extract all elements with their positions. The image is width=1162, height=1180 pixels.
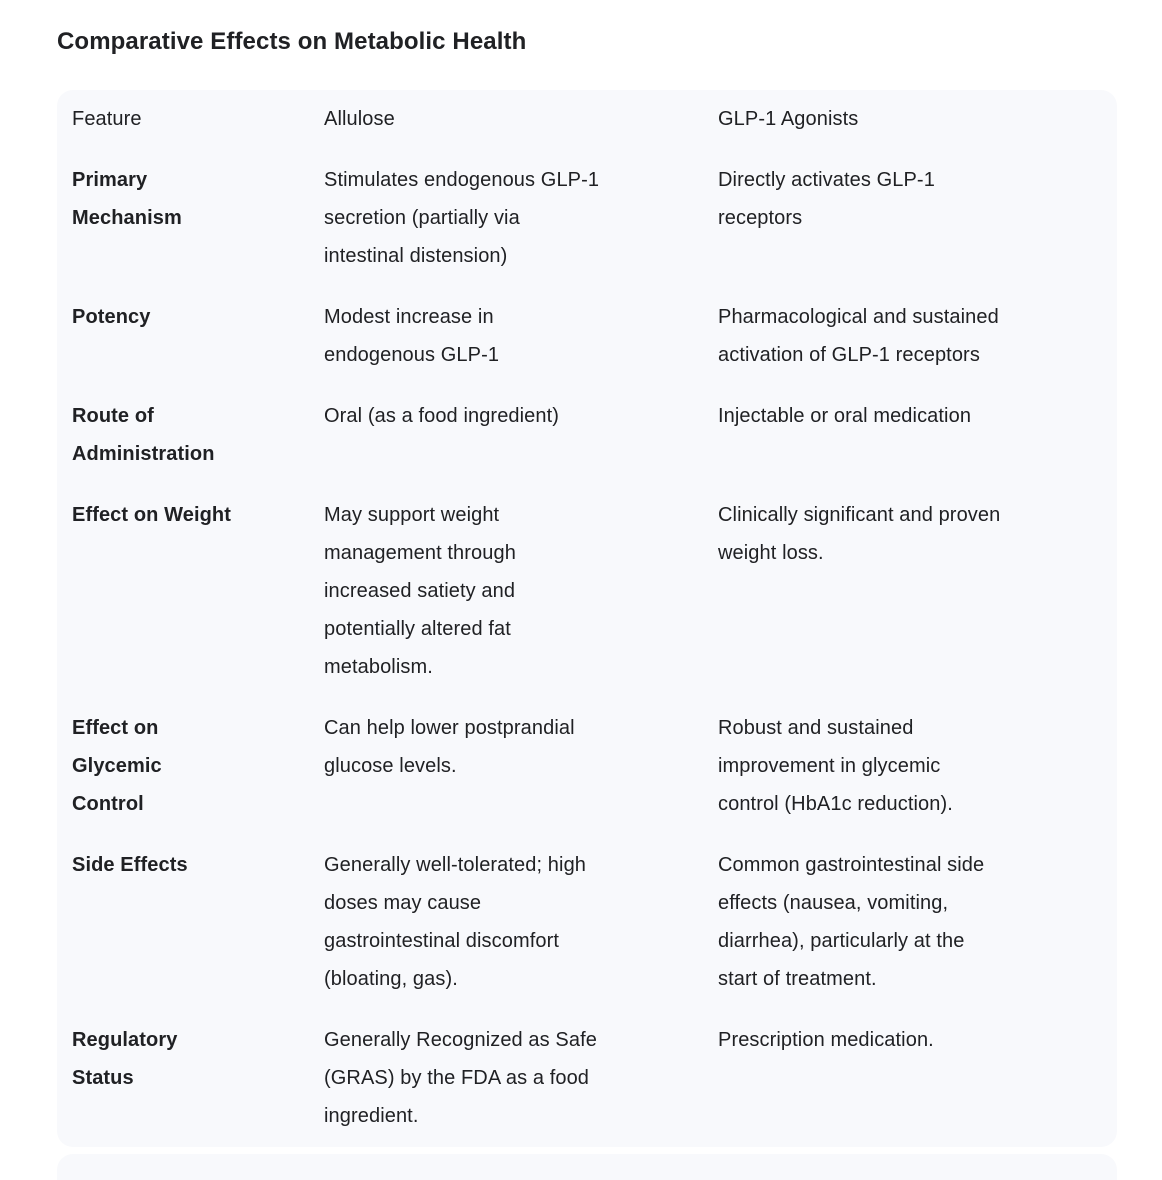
column-header-feature: Feature [72, 108, 142, 130]
allulose-cell: Generally Recognized as Safe (GRAS) by t… [324, 1029, 597, 1127]
glp1-cell: Clinically significant and proven weight… [718, 504, 1001, 564]
feature-cell: Effect on Weight [72, 504, 232, 526]
allulose-cell: May support weight management through in… [324, 504, 516, 678]
glp1-cell: Common gastrointestinal side effects (na… [718, 854, 985, 990]
page-title: Comparative Effects on Metabolic Health [57, 28, 527, 55]
column-header-allulose: Allulose [324, 108, 395, 130]
glp1-cell: Prescription medication. [718, 1029, 934, 1051]
allulose-cell: Can help lower postprandial glucose leve… [324, 717, 575, 777]
glp1-cell: Directly activates GLP-1 receptors [718, 169, 935, 229]
feature-cell: Side Effects [72, 854, 188, 876]
next-card-partial [57, 1154, 1117, 1180]
feature-cell: Effect on Glycemic Control [72, 717, 162, 815]
glp1-cell: Robust and sustained improvement in glyc… [718, 717, 953, 815]
allulose-cell: Generally well-tolerated; high doses may… [324, 854, 587, 990]
comparison-table: Feature Allulose GLP-1 Agonists Primary … [72, 100, 1097, 1135]
column-header-glp1-agonists: GLP-1 Agonists [718, 108, 859, 130]
glp1-cell: Pharmacological and sustained activation… [718, 306, 999, 366]
feature-cell: Regulatory Status [72, 1029, 178, 1089]
allulose-cell: Oral (as a food ingredient) [324, 405, 560, 427]
feature-cell: Primary Mechanism [72, 169, 182, 229]
glp1-cell: Injectable or oral medication [718, 405, 972, 427]
comparison-card: Feature Allulose GLP-1 Agonists Primary … [57, 90, 1117, 1147]
allulose-cell: Stimulates endogenous GLP-1 secretion (p… [324, 169, 600, 267]
feature-cell: Potency [72, 306, 151, 328]
feature-cell: Route of Administration [72, 405, 215, 465]
allulose-cell: Modest increase in endogenous GLP-1 [324, 306, 500, 366]
